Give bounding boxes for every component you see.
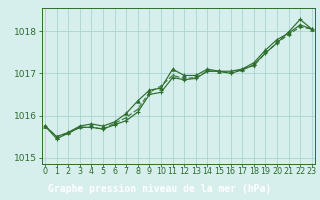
Text: Graphe pression niveau de la mer (hPa): Graphe pression niveau de la mer (hPa) [48, 183, 272, 194]
